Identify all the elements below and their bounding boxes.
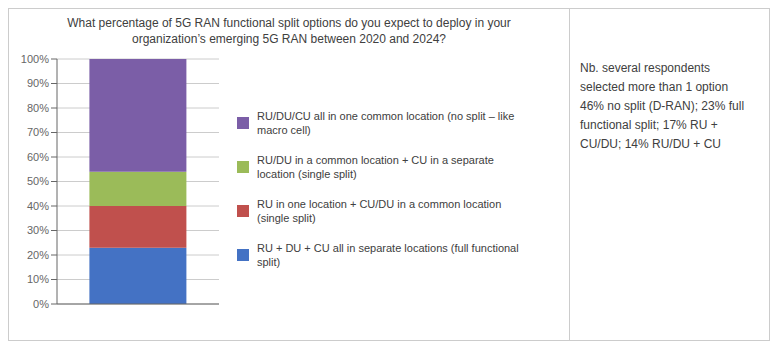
svg-text:60%: 60% — [27, 151, 49, 163]
html-text:RU/DU/CU all in one common loc: RU/DU/CU all in one common location (no … — [257, 110, 515, 136]
html-text:RU in one location + CU/DU in: RU in one location + CU/DU in a common l… — [257, 198, 502, 224]
svg-text:20%: 20% — [27, 249, 49, 261]
svg-text:90%: 90% — [27, 77, 49, 89]
svg-text:30%: 30% — [27, 224, 49, 236]
html-text:RU + DU + CU all in separate l: RU + DU + CU all in separate locations (… — [257, 242, 519, 268]
html-text:What percentage of 5G RAN func: What percentage of 5G RAN functional spl… — [67, 16, 511, 30]
svg-text:40%: 40% — [27, 200, 49, 212]
svg-text:50%: 50% — [27, 175, 49, 187]
html-text:Nb. several respondents select: Nb. several respondents selected more th… — [580, 61, 745, 151]
svg-text:10%: 10% — [27, 273, 49, 285]
svg-text:70%: 70% — [27, 126, 49, 138]
svg-text:100%: 100% — [21, 53, 49, 65]
svg-text:80%: 80% — [27, 102, 49, 114]
svg-text:0%: 0% — [33, 298, 49, 310]
html-text:RU/DU in a common location + C: RU/DU in a common location + CU in a sep… — [257, 154, 494, 180]
html-text:organization’s emerging 5G RAN: organization’s emerging 5G RAN between 2… — [132, 32, 446, 46]
